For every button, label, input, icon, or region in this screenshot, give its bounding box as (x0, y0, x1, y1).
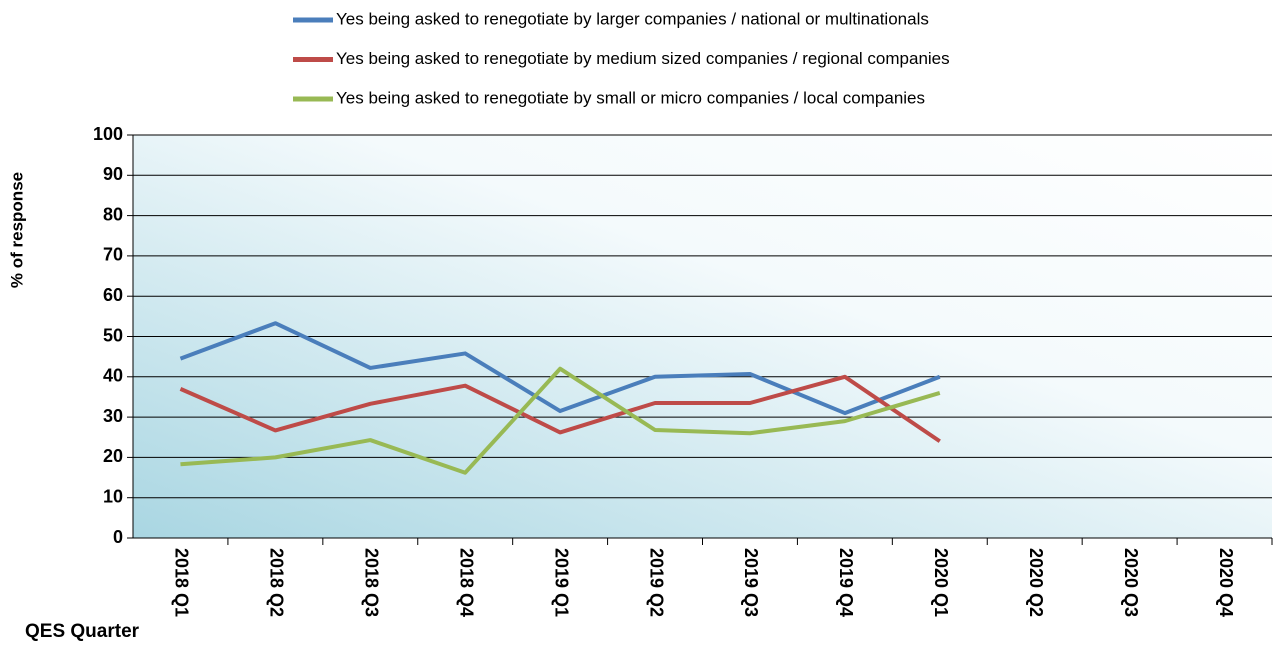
y-tick-label: 90 (103, 164, 123, 184)
x-axis-title: QES Quarter (25, 621, 140, 642)
x-tick-label: 2020 Q4 (1216, 548, 1236, 617)
legend-label: Yes being asked to renegotiate by larger… (336, 9, 929, 28)
x-tick-label: 2019 Q2 (646, 548, 666, 617)
x-tick-label: 2018 Q2 (267, 548, 287, 617)
x-tick-label: 2020 Q2 (1026, 548, 1046, 617)
y-tick-label: 10 (103, 486, 123, 506)
legend-label: Yes being asked to renegotiate by small … (336, 88, 925, 107)
y-tick-label: 40 (103, 366, 123, 386)
y-tick-label: 60 (103, 285, 123, 305)
legend-label: Yes being asked to renegotiate by medium… (336, 49, 950, 68)
y-tick-label: 100 (93, 124, 123, 144)
series-line (179, 374, 941, 443)
x-tick-label: 2019 Q3 (741, 548, 761, 617)
y-tick-label: 70 (103, 245, 123, 265)
x-tick-label: 2020 Q3 (1121, 548, 1141, 617)
x-tick-label: 2019 Q4 (836, 548, 856, 617)
x-tick-label: 2018 Q1 (172, 548, 192, 617)
x-tick-label: 2019 Q1 (551, 548, 571, 617)
x-tick-label: 2018 Q4 (456, 548, 476, 617)
series-line (180, 366, 941, 475)
series-line (179, 321, 941, 416)
y-tick-label: 0 (113, 527, 123, 547)
y-tick-label: 30 (103, 406, 123, 426)
y-axis-title: % of response (7, 172, 26, 288)
y-tick-label: 80 (103, 204, 123, 224)
x-tick-label: 2020 Q1 (931, 548, 951, 617)
y-tick-label: 20 (103, 446, 123, 466)
x-tick-label: 2018 Q3 (362, 548, 382, 617)
y-tick-label: 50 (103, 325, 123, 345)
